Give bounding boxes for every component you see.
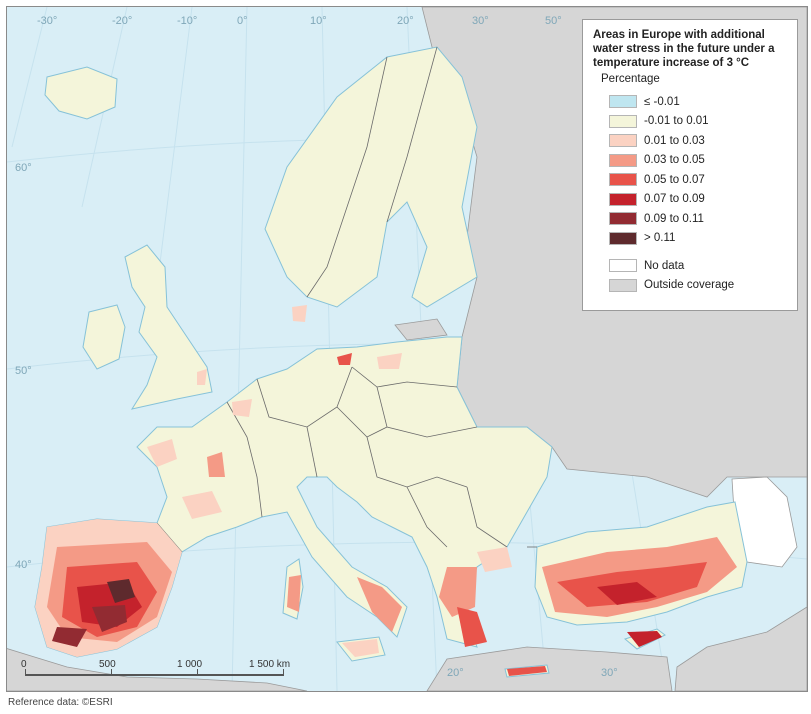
- legend-extra-items: No data Outside coverage: [593, 256, 787, 295]
- legend-items: ≤ -0.01 -0.01 to 0.01 0.01 to 0.03 0.03 to …: [593, 92, 787, 248]
- legend-label: -0.01 to 0.01: [644, 115, 709, 128]
- graticule-label-lat: 40°: [15, 559, 32, 571]
- graticule-label-lon: -30°: [37, 15, 58, 27]
- scale-tick: [283, 669, 284, 676]
- legend-label: > 0.11: [644, 232, 676, 245]
- legend-label: 0.03 to 0.05: [644, 154, 705, 167]
- legend-title: Areas in Europe with additional water st…: [593, 29, 775, 69]
- reference-text: Reference data: ©ESRI: [8, 697, 113, 708]
- legend-label: Outside coverage: [644, 279, 735, 292]
- graticule-label-lon: 0°: [237, 15, 248, 27]
- graticule-label-lon: -10°: [177, 15, 198, 27]
- legend-swatch: [609, 259, 637, 273]
- legend-label: 0.09 to 0.11: [644, 212, 704, 225]
- graticule-label-lon: -20°: [112, 15, 133, 27]
- legend-item: > 0.11: [609, 229, 787, 249]
- legend-swatch: [609, 114, 637, 128]
- graticule-label-lon: 20°: [397, 15, 414, 27]
- legend-swatch: [609, 95, 637, 109]
- graticule-label-lon: 50°: [545, 15, 562, 27]
- legend-item: No data: [609, 256, 787, 276]
- legend-label: ≤ -0.01: [644, 95, 680, 108]
- scale-tick: [25, 669, 26, 676]
- legend-item: 0.03 to 0.05: [609, 151, 787, 171]
- graticule-label-lon: 30°: [472, 15, 489, 27]
- scale-label: 1 500 km: [249, 659, 291, 670]
- scale-tick: [197, 669, 198, 676]
- legend-label: 0.01 to 0.03: [644, 134, 705, 147]
- map-frame: -30° -20° -10° 0° 10° 20° 30° 50° 60° 50…: [6, 6, 808, 692]
- graticule-label-lon: 30°: [601, 667, 618, 679]
- legend-label: 0.05 to 0.07: [644, 173, 705, 186]
- legend-swatch: [609, 173, 637, 187]
- scale-line: [25, 674, 283, 676]
- legend-subtitle: Percentage: [601, 73, 660, 85]
- legend-swatch: [609, 134, 637, 148]
- water-stress-areas: [35, 305, 737, 676]
- scale-tick: [111, 669, 112, 676]
- scale-label: 0: [21, 659, 27, 670]
- scale-bar: 0 500 1 000 1 500 km: [21, 659, 291, 685]
- scale-label: 1 000: [177, 659, 203, 670]
- legend-item: -0.01 to 0.01: [609, 112, 787, 132]
- scale-label: 500: [99, 659, 116, 670]
- map-legend: Areas in Europe with additional water st…: [582, 19, 798, 311]
- legend-swatch: [609, 278, 637, 292]
- legend-item: 0.09 to 0.11: [609, 209, 787, 229]
- legend-item: 0.07 to 0.09: [609, 190, 787, 210]
- graticule-label-lat: 60°: [15, 162, 32, 174]
- legend-label: 0.07 to 0.09: [644, 193, 705, 206]
- graticule-label-lon: 10°: [310, 15, 327, 27]
- legend-label: No data: [644, 259, 685, 272]
- legend-swatch: [609, 212, 637, 226]
- graticule-label-lon: 20°: [447, 667, 464, 679]
- graticule-label-lat: 50°: [15, 365, 32, 377]
- legend-swatch: [609, 153, 637, 167]
- legend-item: ≤ -0.01: [609, 92, 787, 112]
- legend-item: 0.01 to 0.03: [609, 131, 787, 151]
- legend-item: 0.05 to 0.07: [609, 170, 787, 190]
- legend-item: Outside coverage: [609, 276, 787, 296]
- legend-swatch: [609, 192, 637, 206]
- legend-swatch: [609, 231, 637, 245]
